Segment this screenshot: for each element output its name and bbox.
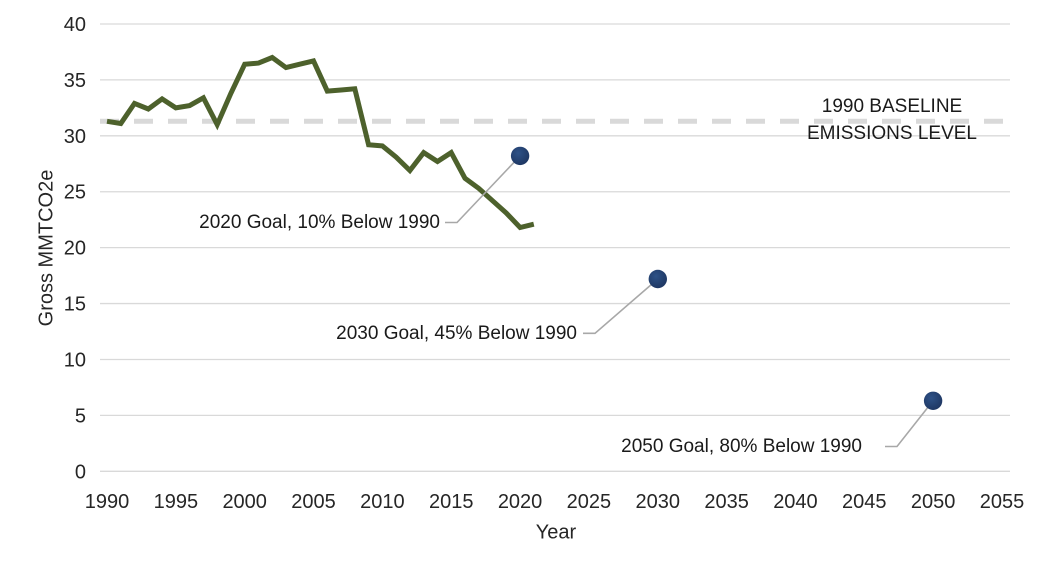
goal-annotation-2030: 2030 Goal, 45% Below 1990 [336, 323, 577, 344]
y-tick-label-40: 40 [64, 14, 86, 36]
y-tick-label-15: 15 [64, 294, 86, 316]
x-tick-label-2045: 2045 [842, 491, 887, 513]
goal-leader-line-2030 [583, 278, 659, 335]
x-tick-label-2055: 2055 [980, 491, 1025, 513]
goal-annotation-2050: 2050 Goal, 80% Below 1990 [621, 436, 862, 457]
y-tick-label-25: 25 [64, 182, 86, 204]
y-tick-label-0: 0 [75, 461, 86, 483]
x-tick-label-2000: 2000 [222, 491, 267, 513]
baseline-annotation-line2: EMISSIONS LEVEL [806, 123, 977, 144]
x-tick-label-1990: 1990 [85, 491, 130, 513]
x-tick-label-2015: 2015 [429, 491, 474, 513]
goal-annotation-2020: 2020 Goal, 10% Below 1990 [199, 212, 440, 233]
x-tick-label-2050: 2050 [911, 491, 956, 513]
x-tick-label-2010: 2010 [360, 491, 405, 513]
baseline-annotation-line1: 1990 BASELINE [821, 96, 963, 117]
x-tick-label-2040: 2040 [773, 491, 818, 513]
goal-marker-2050 [923, 391, 943, 410]
emissions-line [106, 54, 535, 231]
x-tick-label-2035: 2035 [704, 491, 749, 513]
x-tick-label-2005: 2005 [291, 491, 336, 513]
goal-leader-line-2050 [885, 400, 934, 448]
goal-marker-2020 [510, 146, 530, 166]
y-tick-label-35: 35 [64, 70, 86, 92]
x-tick-label-2020: 2020 [498, 491, 543, 513]
x-axis-title: Year [535, 521, 577, 544]
goal-leader-line-2020 [445, 155, 521, 224]
y-tick-label-5: 5 [75, 405, 86, 427]
y-tick-label-30: 30 [64, 126, 86, 148]
x-tick-label-2025: 2025 [567, 491, 612, 513]
baseline-annotation: 1990 BASELINE EMISSIONS LEVEL [742, 93, 1042, 147]
y-tick-label-10: 10 [64, 349, 86, 371]
x-tick-label-2030: 2030 [636, 491, 681, 513]
goal-marker-2030 [648, 269, 667, 289]
x-tick-label-1995: 1995 [154, 491, 199, 513]
y-tick-label-20: 20 [64, 238, 86, 260]
y-axis-title: Gross MMTCO2e [35, 169, 58, 327]
